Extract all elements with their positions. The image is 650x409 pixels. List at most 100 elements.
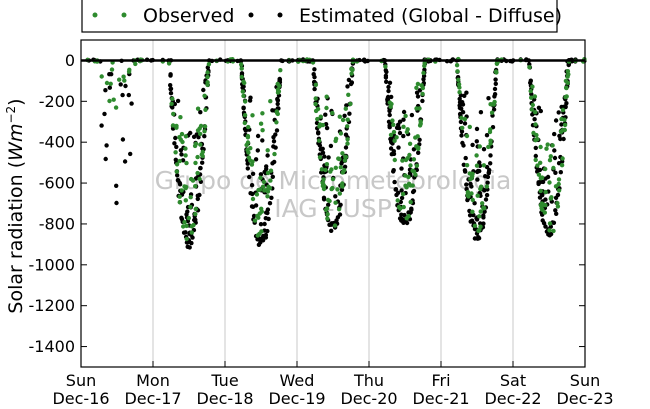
observed-point bbox=[406, 181, 412, 186]
observed-point bbox=[556, 177, 562, 182]
estimated-point bbox=[552, 131, 557, 137]
estimated-point bbox=[274, 128, 280, 133]
observed-point bbox=[547, 180, 552, 185]
observed-point bbox=[177, 200, 182, 205]
observed-point bbox=[184, 236, 189, 242]
estimated-point bbox=[481, 221, 486, 226]
estimated-point bbox=[107, 85, 113, 90]
observed-point bbox=[559, 163, 565, 168]
estimated-point bbox=[406, 210, 411, 215]
estimated-point bbox=[249, 183, 255, 188]
y-tick-label: -1000 bbox=[29, 255, 76, 274]
observed-point bbox=[401, 204, 406, 210]
x-tick-label-date: Dec-16 bbox=[52, 389, 109, 408]
observed-point bbox=[323, 167, 328, 173]
estimated-point bbox=[485, 180, 490, 185]
estimated-point bbox=[188, 130, 193, 136]
observed-point bbox=[400, 191, 406, 197]
estimated-point bbox=[321, 195, 327, 200]
estimated-point bbox=[536, 105, 542, 111]
observed-point bbox=[248, 146, 253, 151]
observed-point bbox=[198, 131, 203, 137]
observed-point bbox=[488, 141, 493, 146]
estimated-point bbox=[179, 215, 184, 220]
observed-point bbox=[464, 163, 470, 168]
estimated-point bbox=[386, 119, 392, 125]
observed-point bbox=[476, 228, 481, 233]
observed-point bbox=[113, 105, 119, 110]
estimated-point bbox=[548, 231, 554, 237]
observed-point bbox=[530, 102, 535, 108]
estimated-point bbox=[467, 213, 473, 218]
observed-point bbox=[548, 154, 553, 159]
estimated-point bbox=[174, 144, 179, 150]
observed-point bbox=[193, 160, 198, 166]
estimated-point bbox=[464, 90, 469, 95]
observed-point bbox=[342, 158, 348, 163]
observed-point bbox=[330, 185, 335, 191]
estimated-point bbox=[272, 159, 277, 165]
estimated-point bbox=[421, 77, 426, 82]
estimated-point bbox=[457, 103, 462, 108]
estimated-point bbox=[474, 139, 479, 144]
estimated-point bbox=[172, 101, 177, 107]
observed-point bbox=[170, 96, 175, 102]
x-tick-label-weekday: Tue bbox=[210, 371, 238, 390]
estimated-point bbox=[386, 88, 391, 94]
estimated-point bbox=[559, 122, 564, 127]
estimated-point bbox=[247, 174, 252, 180]
estimated-point bbox=[462, 121, 468, 126]
observed-point bbox=[332, 223, 338, 228]
estimated-point bbox=[265, 228, 270, 234]
observed-point bbox=[188, 195, 193, 200]
observed-point bbox=[333, 138, 338, 144]
observed-point bbox=[184, 223, 189, 229]
estimated-point bbox=[476, 236, 482, 241]
estimated-point bbox=[545, 174, 551, 180]
estimated-point bbox=[195, 196, 200, 202]
observed-point bbox=[474, 163, 480, 168]
observed-point bbox=[536, 172, 542, 177]
x-tick-label-weekday: Sun bbox=[66, 371, 96, 390]
observed-point bbox=[481, 206, 486, 211]
estimated-point bbox=[248, 191, 253, 196]
estimated-point bbox=[245, 161, 250, 166]
observed-point bbox=[133, 61, 138, 67]
observed-point bbox=[240, 89, 245, 94]
estimated-point bbox=[411, 147, 417, 152]
estimated-point bbox=[168, 73, 173, 78]
observed-point bbox=[186, 215, 191, 221]
estimated-point bbox=[488, 153, 493, 158]
observed-point bbox=[538, 160, 543, 165]
estimated-point bbox=[253, 157, 259, 162]
estimated-point bbox=[492, 92, 498, 97]
observed-point bbox=[403, 173, 408, 178]
observed-point bbox=[340, 151, 345, 156]
estimated-point bbox=[388, 136, 393, 142]
estimated-point bbox=[553, 118, 559, 123]
estimated-point bbox=[271, 139, 277, 144]
estimated-point bbox=[267, 201, 273, 206]
estimated-point bbox=[249, 204, 255, 209]
observed-point bbox=[166, 61, 172, 66]
observed-point bbox=[394, 135, 399, 140]
estimated-point bbox=[401, 117, 406, 122]
observed-point bbox=[260, 184, 266, 189]
observed-point bbox=[340, 170, 345, 175]
observed-point bbox=[491, 102, 496, 107]
observed-point bbox=[324, 94, 329, 99]
estimated-point bbox=[258, 172, 264, 177]
estimated-point bbox=[404, 220, 410, 226]
observed-point bbox=[348, 101, 353, 107]
observed-point bbox=[404, 185, 409, 190]
observed-point bbox=[544, 146, 549, 151]
observed-point bbox=[414, 163, 420, 168]
estimated-point bbox=[464, 182, 469, 187]
observed-point bbox=[268, 99, 273, 104]
observed-point bbox=[391, 122, 396, 128]
observed-point bbox=[467, 171, 472, 176]
observed-point bbox=[108, 81, 113, 87]
observed-point bbox=[193, 206, 198, 212]
estimated-point bbox=[457, 96, 462, 102]
estimated-point bbox=[462, 93, 467, 99]
